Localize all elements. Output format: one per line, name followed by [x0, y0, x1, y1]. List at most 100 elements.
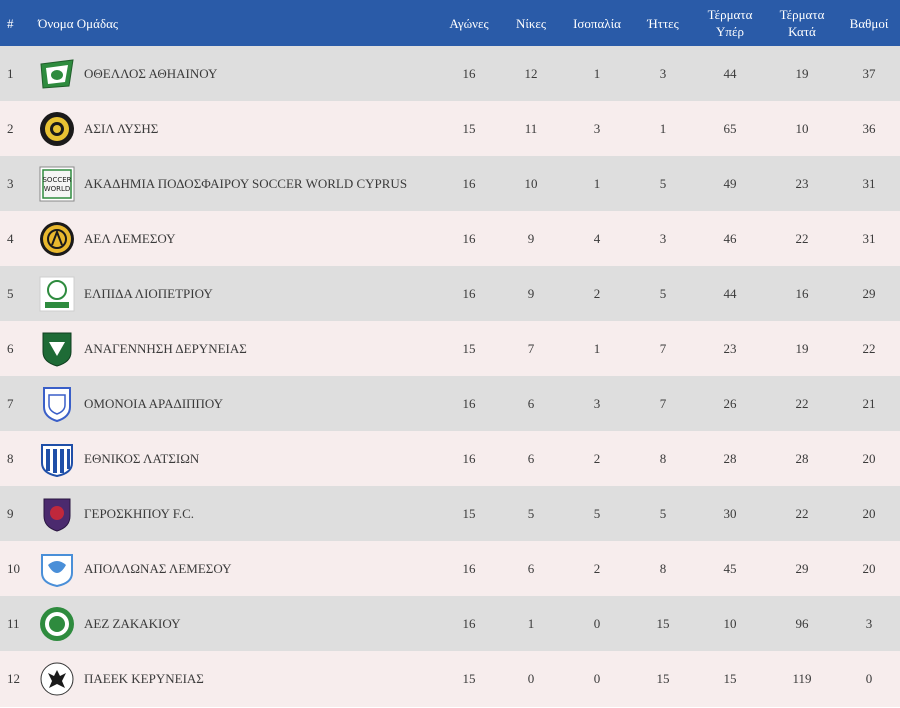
header-goals-for[interactable]: Τέρματα Υπέρ	[694, 6, 766, 40]
table-row[interactable]: 12 ΠΑΕΕΚ ΚΕΡΥΝΕΙΑΣ 15 0 0 15 15 119 0	[0, 651, 900, 707]
row-position: 9	[7, 505, 14, 521]
table-row[interactable]: 9 ΓΕΡΟΣΚΗΠΟΥ F.C. 15 5 5 5 30 22 20	[0, 486, 900, 541]
cell-draws: 0	[593, 615, 601, 631]
ethnikos-crest-icon	[38, 440, 76, 478]
cell-points: 20	[862, 450, 876, 466]
team-name[interactable]: ΑΕΛ ΛΕΜΕΣΟΥ	[84, 230, 176, 246]
row-team[interactable]: ΑΠΟΛΛΩΝΑΣ ΛΕΜΕΣΟΥ	[38, 541, 438, 596]
cell-goals-for: 23	[723, 340, 737, 356]
cell-points: 31	[862, 230, 876, 246]
cell-goals-against: 16	[795, 285, 809, 301]
row-position: 7	[7, 395, 14, 411]
header-losses[interactable]: Ήττες	[647, 15, 679, 31]
team-name[interactable]: ΑΠΟΛΛΩΝΑΣ ΛΕΜΕΣΟΥ	[84, 560, 232, 576]
team-name[interactable]: ΕΛΠΙΔΑ ΛΙΟΠΕΤΡΙΟΥ	[84, 285, 213, 301]
paeek-crest-icon	[38, 660, 76, 698]
row-team[interactable]: ΑΝΑΓΕΝΝΗΣΗ ΔΕΡΥΝΕΙΑΣ	[38, 321, 438, 376]
cell-wins: 9	[527, 285, 535, 301]
table-row[interactable]: 6 ΑΝΑΓΕΝΝΗΣΗ ΔΕΡΥΝΕΙΑΣ 15 7 1 7 23 19 22	[0, 321, 900, 376]
cell-wins: 0	[527, 671, 535, 686]
cell-losses: 1	[659, 120, 667, 136]
row-team[interactable]: ΓΕΡΟΣΚΗΠΟΥ F.C.	[38, 486, 438, 541]
row-position: 12	[7, 671, 20, 686]
team-name[interactable]: ΑΝΑΓΕΝΝΗΣΗ ΔΕΡΥΝΕΙΑΣ	[84, 340, 247, 356]
row-team[interactable]: ΕΛΠΙΔΑ ΛΙΟΠΕΤΡΙΟΥ	[38, 266, 438, 321]
team-name[interactable]: ΟΜΟΝΟΙΑ ΑΡΑΔΙΠΠΟΥ	[84, 395, 224, 411]
row-team[interactable]: ΕΘΝΙΚΟΣ ΛΑΤΣΙΩΝ	[38, 431, 438, 486]
cell-wins: 6	[527, 450, 535, 466]
cell-goals-for: 44	[723, 285, 737, 301]
cell-draws: 2	[593, 285, 601, 301]
team-name[interactable]: ΠΑΕΕΚ ΚΕΡΥΝΕΙΑΣ	[84, 671, 204, 686]
table-row[interactable]: 8 ΕΘΝΙΚΟΣ ΛΑΤΣΙΩΝ 16 6 2 8 28 28	[0, 431, 900, 486]
cell-played: 15	[462, 671, 476, 686]
row-team[interactable]: ΟΜΟΝΟΙΑ ΑΡΑΔΙΠΠΟΥ	[38, 376, 438, 431]
cell-goals-for: 45	[723, 560, 737, 576]
table-row[interactable]: 2 ΑΣΙΛ ΛΥΣΗΣ 15 11 3 1 65 10 36	[0, 101, 900, 156]
header-points[interactable]: Βαθμοί	[849, 15, 889, 31]
cell-draws: 1	[593, 175, 601, 191]
cell-draws: 3	[593, 395, 601, 411]
cell-losses: 7	[659, 340, 667, 356]
team-name[interactable]: ΑΚΑΔΗΜΙΑ ΠΟΔΟΣΦΑΙΡΟΥ SOCCER WORLD CYPRUS	[84, 175, 408, 191]
apollon-crest-icon	[38, 550, 76, 588]
cell-points: 37	[862, 65, 876, 81]
anagennisi-crest-icon	[38, 330, 76, 368]
cell-goals-against: 19	[795, 340, 809, 356]
table-row[interactable]: 10 ΑΠΟΛΛΩΝΑΣ ΛΕΜΕΣΟΥ 16 6 2 8 45 29 20	[0, 541, 900, 596]
row-position: 2	[7, 120, 14, 136]
cell-wins: 5	[527, 505, 535, 521]
cell-goals-for: 26	[723, 395, 737, 411]
team-name[interactable]: ΑΣΙΛ ΛΥΣΗΣ	[84, 120, 159, 136]
header-position[interactable]: #	[7, 15, 14, 31]
table-header: # Όνομα Ομάδας Αγώνες Νίκες Ισοπαλία Ήττ…	[0, 0, 900, 46]
row-position: 1	[7, 65, 14, 81]
cell-points: 0	[865, 671, 873, 686]
team-name[interactable]: ΕΘΝΙΚΟΣ ΛΑΤΣΙΩΝ	[84, 450, 200, 466]
team-name[interactable]: ΓΕΡΟΣΚΗΠΟΥ F.C.	[84, 505, 195, 521]
othellos-crest-icon	[38, 55, 76, 93]
team-name[interactable]: ΑΕΖ ΖΑΚΑΚΙΟΥ	[84, 615, 181, 631]
geroskipou-crest-icon	[38, 495, 76, 533]
table-row[interactable]: 11 ΑΕΖ ΖΑΚΑΚΙΟΥ 16 1 0 15 10 96 3	[0, 596, 900, 651]
row-team[interactable]: ΑΣΙΛ ΛΥΣΗΣ	[38, 101, 438, 156]
ael-crest-icon	[38, 220, 76, 258]
cell-losses: 15	[656, 671, 670, 686]
header-draws[interactable]: Ισοπαλία	[573, 15, 621, 31]
cell-goals-for: 28	[723, 450, 737, 466]
row-position: 3	[7, 175, 14, 191]
cell-points: 20	[862, 505, 876, 521]
cell-played: 16	[462, 560, 476, 576]
table-row[interactable]: 7 ΟΜΟΝΟΙΑ ΑΡΑΔΙΠΠΟΥ 16 6 3 7 26 22 21	[0, 376, 900, 431]
team-name[interactable]: ΟΘΕΛΛΟΣ ΑΘΗΑΙΝΟΥ	[84, 65, 218, 81]
row-team[interactable]: ΑΕΛ ΛΕΜΕΣΟΥ	[38, 211, 438, 266]
cell-draws: 0	[593, 671, 601, 686]
cell-draws: 2	[593, 560, 601, 576]
table-row[interactable]: 1 ΟΘΕΛΛΟΣ ΑΘΗΑΙΝΟΥ 16 12 1 3 44 19 37	[0, 46, 900, 101]
omonoia-aradippou-crest-icon	[38, 385, 76, 423]
cell-goals-against: 119	[792, 671, 812, 686]
cell-goals-against: 29	[795, 560, 809, 576]
cell-goals-for: 65	[723, 120, 737, 136]
header-played[interactable]: Αγώνες	[449, 15, 489, 31]
cell-wins: 9	[527, 230, 535, 246]
cell-draws: 3	[593, 120, 601, 136]
cell-draws: 1	[593, 65, 601, 81]
header-team-name[interactable]: Όνομα Ομάδας	[38, 15, 119, 31]
header-goals-against[interactable]: Τέρματα Κατά	[766, 6, 838, 40]
table-row[interactable]: 5 ΕΛΠΙΔΑ ΛΙΟΠΕΤΡΙΟΥ 16 9 2 5 44 16 29	[0, 266, 900, 321]
header-wins[interactable]: Νίκες	[515, 15, 547, 31]
row-team[interactable]: ΟΘΕΛΛΟΣ ΑΘΗΑΙΝΟΥ	[38, 46, 438, 101]
cell-losses: 3	[659, 230, 667, 246]
cell-wins: 7	[527, 340, 535, 356]
table-row[interactable]: 4 ΑΕΛ ΛΕΜΕΣΟΥ 16 9 4 3 46 22 31	[0, 211, 900, 266]
table-row[interactable]: 3 SOCCER WORLD ΑΚΑΔΗΜΙΑ ΠΟΔΟΣΦΑΙΡΟΥ SOCC…	[0, 156, 900, 211]
asil-crest-icon	[38, 110, 76, 148]
cell-goals-against: 22	[795, 230, 809, 246]
row-team[interactable]: SOCCER WORLD ΑΚΑΔΗΜΙΑ ΠΟΔΟΣΦΑΙΡΟΥ SOCCER…	[38, 156, 438, 211]
aez-crest-icon	[38, 605, 76, 643]
row-team[interactable]: ΑΕΖ ΖΑΚΑΚΙΟΥ	[38, 596, 438, 651]
cell-played: 16	[462, 65, 476, 81]
row-team[interactable]: ΠΑΕΕΚ ΚΕΡΥΝΕΙΑΣ	[38, 651, 438, 707]
